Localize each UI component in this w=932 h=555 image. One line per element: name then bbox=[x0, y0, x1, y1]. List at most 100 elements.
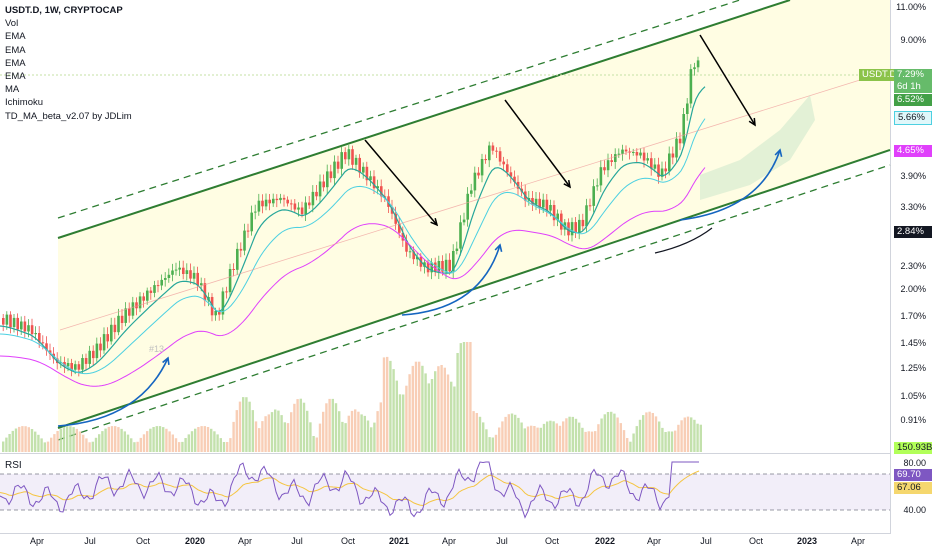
candle-body bbox=[77, 364, 81, 370]
volume-bar bbox=[238, 401, 242, 452]
candle-body bbox=[398, 223, 401, 233]
candle-body bbox=[246, 230, 250, 232]
indicator-td-ma[interactable]: TD_MA_beta_v2.07 by JDLim bbox=[5, 110, 132, 122]
reversal-curve-2 bbox=[401, 244, 501, 316]
candle-body bbox=[480, 159, 484, 176]
volume-bar bbox=[200, 426, 203, 452]
indicator-ema-2[interactable]: EMA bbox=[5, 44, 26, 56]
volume-bar bbox=[578, 422, 581, 452]
indicator-ma[interactable]: MA bbox=[5, 84, 20, 96]
volume-bar bbox=[91, 441, 94, 452]
volume-bar bbox=[107, 426, 110, 452]
candle-body bbox=[48, 350, 52, 354]
volume-bar bbox=[258, 428, 261, 452]
volume-bar bbox=[14, 428, 18, 452]
volume-bar bbox=[162, 427, 165, 452]
volume-bar bbox=[395, 380, 398, 452]
candle-body bbox=[437, 261, 441, 273]
candle-body bbox=[102, 334, 106, 351]
down-arrow-3 bbox=[699, 34, 756, 126]
candle-body bbox=[95, 343, 99, 359]
volume-bar bbox=[341, 421, 344, 452]
volume-bar bbox=[350, 410, 354, 452]
volume-bar bbox=[594, 431, 597, 452]
candle-body bbox=[110, 324, 113, 342]
candle-body bbox=[63, 362, 66, 367]
candle-body bbox=[308, 202, 311, 206]
price-axis-label: 1.70% bbox=[900, 311, 926, 321]
volume-bar bbox=[126, 434, 130, 452]
volume-bar bbox=[517, 417, 520, 452]
candle-body bbox=[448, 259, 451, 272]
volume-bar bbox=[408, 374, 411, 452]
volume-bar bbox=[520, 422, 523, 452]
volume-bar bbox=[82, 434, 85, 452]
price-axis-label: 11.00% bbox=[896, 2, 926, 12]
candle-body bbox=[106, 334, 109, 342]
volume-bar bbox=[331, 398, 334, 452]
candle-body bbox=[632, 152, 635, 153]
volume-bar bbox=[165, 428, 168, 452]
volume-bar bbox=[370, 427, 373, 452]
volume-bar bbox=[114, 426, 117, 452]
volume-bar bbox=[133, 442, 136, 452]
candle-body bbox=[9, 314, 12, 328]
time-axis-label: Oct bbox=[135, 536, 151, 546]
indicator-ichimoku[interactable]: Ichimoku bbox=[5, 97, 44, 109]
candle-body bbox=[117, 315, 120, 333]
candle-body bbox=[167, 274, 171, 278]
volume-bar bbox=[466, 342, 469, 452]
symbol-title[interactable]: USDT.D, 1W, CRYPTOCAP bbox=[5, 5, 123, 16]
volume-bar bbox=[642, 415, 645, 452]
volume-bar bbox=[389, 360, 392, 452]
indicator-ema-3[interactable]: EMA bbox=[5, 57, 26, 69]
candle-body bbox=[185, 270, 189, 274]
indicator-vol[interactable]: Vol bbox=[5, 18, 19, 30]
volume-bar bbox=[62, 426, 66, 452]
volume-bar bbox=[149, 428, 152, 452]
candle-body bbox=[326, 171, 329, 188]
candle-body bbox=[362, 166, 365, 173]
volume-bar bbox=[530, 425, 533, 452]
volume-bar bbox=[366, 420, 370, 452]
candle-body bbox=[23, 321, 27, 332]
volume-bar bbox=[171, 434, 174, 452]
candle-body bbox=[534, 198, 538, 205]
candle-body bbox=[38, 333, 41, 343]
volume-bar bbox=[299, 398, 302, 452]
candle-body bbox=[2, 318, 5, 325]
price-axis-label: 2.00% bbox=[900, 284, 926, 294]
indicator-ema-1[interactable]: EMA bbox=[5, 31, 26, 43]
rsi-value-tag: 69.70 bbox=[894, 469, 932, 481]
volume-bar bbox=[568, 416, 571, 452]
volume-bar bbox=[456, 353, 459, 452]
volume-bar bbox=[59, 428, 62, 452]
candle-body bbox=[315, 191, 318, 197]
rsi-pane-label[interactable]: RSI bbox=[5, 460, 22, 471]
volume-bar bbox=[222, 442, 226, 452]
volume-bar bbox=[430, 379, 434, 452]
candle-body bbox=[88, 350, 91, 364]
candle-body bbox=[585, 205, 588, 227]
volume-bar bbox=[130, 438, 133, 452]
volume-bar bbox=[427, 383, 430, 452]
candle-body bbox=[354, 157, 358, 165]
candle-body bbox=[462, 219, 466, 223]
candle-body bbox=[495, 150, 498, 152]
rsi-ma-tag: 67.06 bbox=[894, 482, 932, 494]
candle-body bbox=[549, 205, 552, 211]
volume-bar bbox=[603, 414, 606, 452]
time-axis-label: Oct bbox=[544, 536, 560, 546]
volume-bar bbox=[213, 431, 216, 452]
volume-bar bbox=[219, 438, 222, 452]
candle-body bbox=[239, 248, 243, 251]
candle-body bbox=[149, 290, 153, 293]
volume-bar bbox=[542, 423, 546, 452]
candle-body bbox=[405, 240, 408, 252]
candle-body bbox=[660, 168, 664, 177]
volume-bar bbox=[498, 427, 501, 452]
indicator-ema-4[interactable]: EMA bbox=[5, 71, 26, 83]
volume-bar bbox=[546, 421, 549, 452]
